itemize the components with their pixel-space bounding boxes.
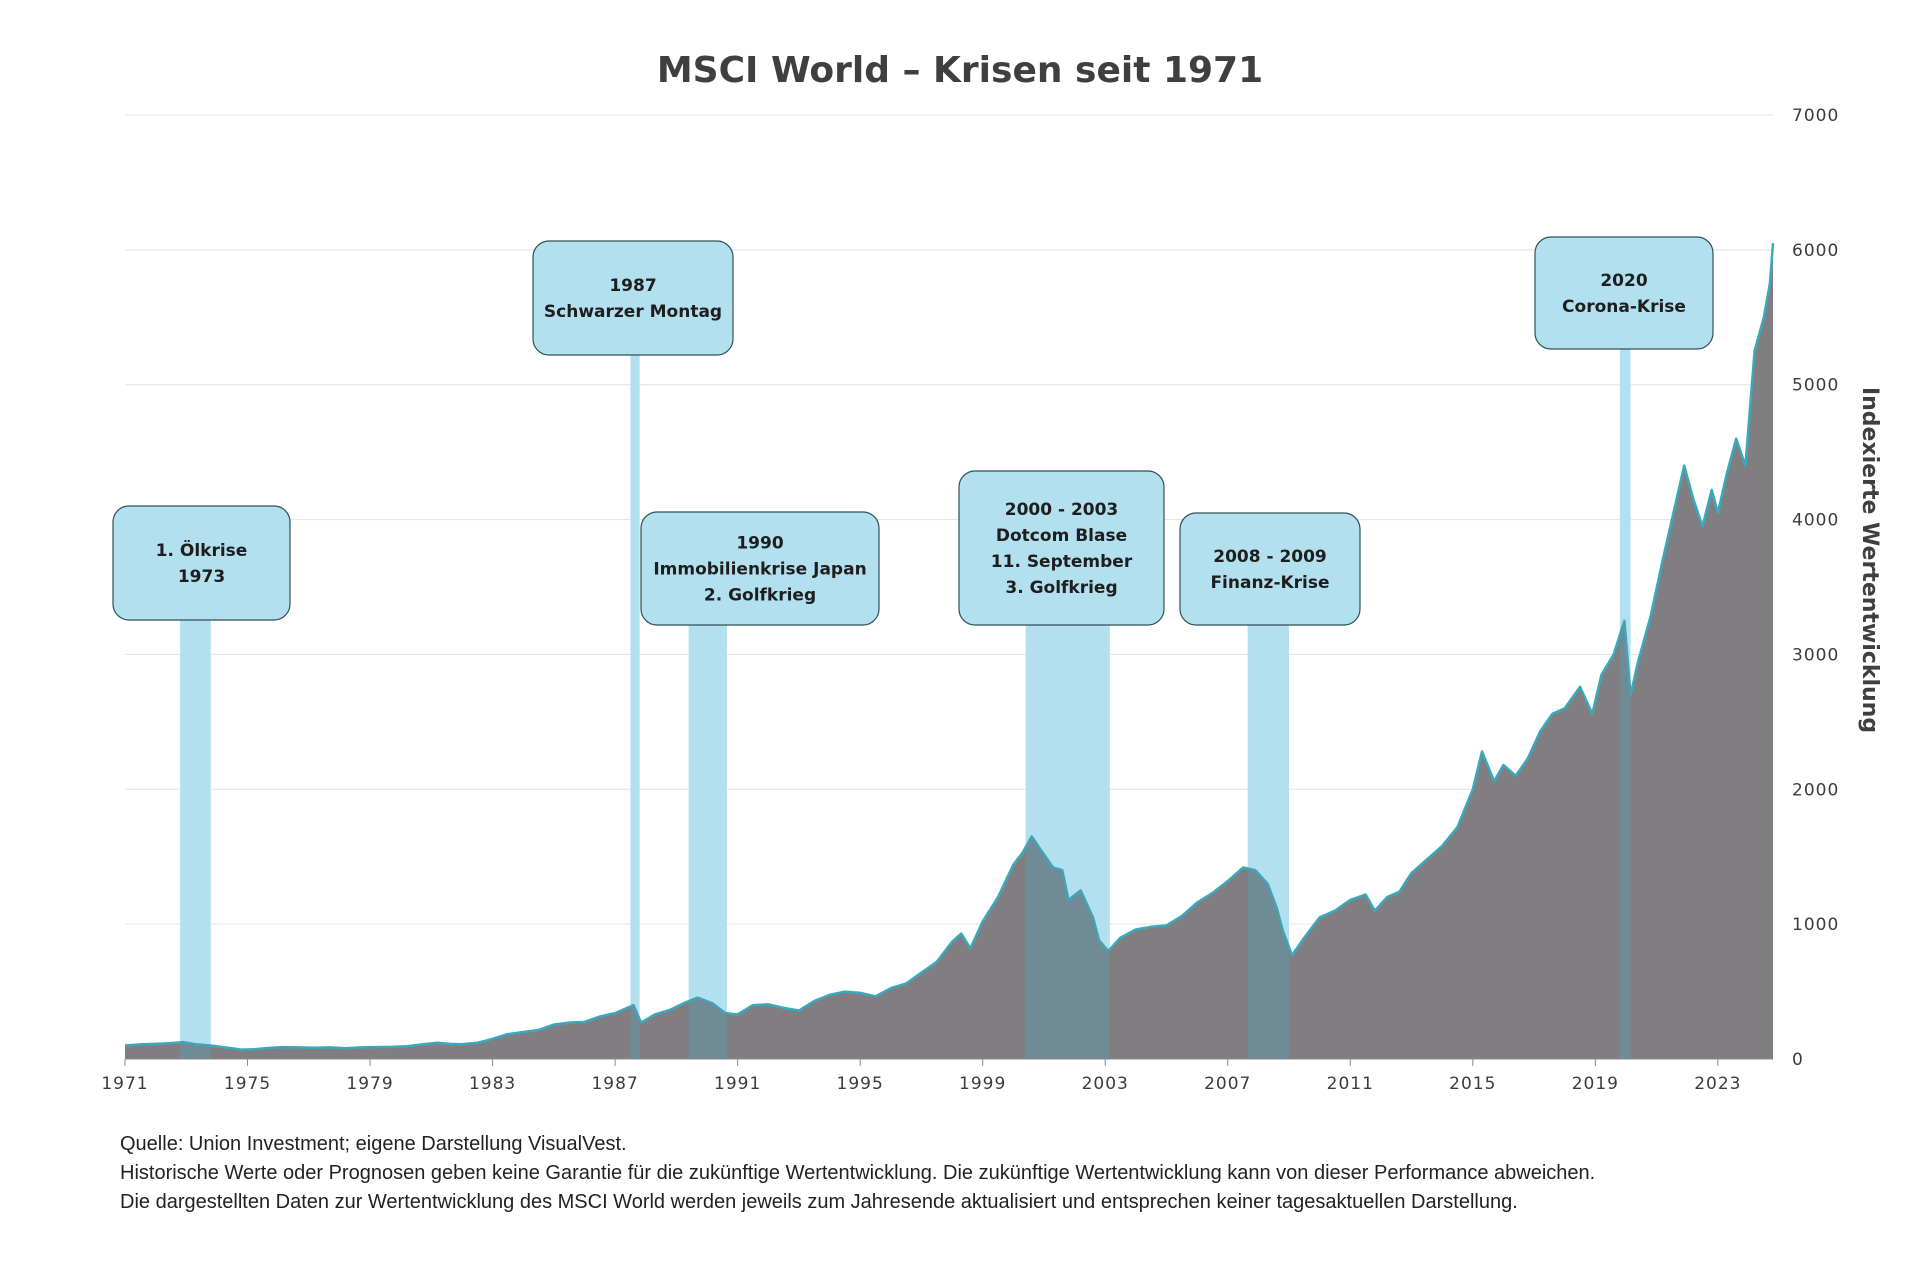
disclaimer-performance: Historische Werte oder Prognosen geben k… bbox=[120, 1162, 1596, 1184]
crisis-box-3 bbox=[640, 511, 880, 626]
crisis-box-6 bbox=[1534, 236, 1714, 350]
crisis-band-1 bbox=[180, 620, 211, 1057]
axis-layer: 0 1000 2000 3000 4000 5000 6000 7000 1971 1975 197… bbox=[101, 106, 1839, 1094]
x-tick-label-1991: 1991 bbox=[714, 1074, 761, 1094]
crisis-box-4 bbox=[958, 470, 1165, 626]
chart-title: MSCI World – Krisen seit 1971 bbox=[656, 50, 1264, 91]
x-tick-label-2023: 2023 bbox=[1694, 1074, 1741, 1094]
crisis-label-3-line-2: Immobilienkrise Japan bbox=[653, 560, 866, 580]
x-tick-label-2007: 2007 bbox=[1204, 1074, 1251, 1094]
y-tick-label-2000: 2000 bbox=[1792, 780, 1839, 800]
y-tick-label-4000: 4000 bbox=[1792, 511, 1839, 531]
crisis-label-1-line-1: 1. Ölkrise bbox=[156, 539, 248, 561]
crisis-label-6-line-2: Corona-Krise bbox=[1562, 297, 1686, 317]
crisis-band-3 bbox=[688, 625, 727, 1057]
disclaimer-data-update: Die dargestellten Daten zur Wertentwickl… bbox=[120, 1191, 1518, 1213]
y-tick-label-3000: 3000 bbox=[1792, 645, 1839, 665]
crisis-label-3-line-3: 2. Golfkrieg bbox=[704, 586, 816, 606]
crisis-overlap-6 bbox=[1619, 243, 1631, 1059]
x-tick-label-2019: 2019 bbox=[1572, 1074, 1619, 1094]
y-tick-label-6000: 6000 bbox=[1792, 241, 1839, 261]
crisis-label-4-line-4: 3. Golfkrieg bbox=[1005, 578, 1117, 598]
y-axis-label: Indexierte Wertentwicklung bbox=[1857, 387, 1882, 733]
crisis-box-2 bbox=[532, 240, 734, 356]
crisis-label-4-line-2: Dotcom Blase bbox=[996, 526, 1127, 546]
x-tick-label-1983: 1983 bbox=[469, 1074, 516, 1094]
y-tick-label-7000: 7000 bbox=[1792, 106, 1839, 126]
x-tick-label-1995: 1995 bbox=[837, 1074, 884, 1094]
crisis-label-5-line-1: 2008 - 2009 bbox=[1213, 547, 1327, 567]
x-tick-label-2003: 2003 bbox=[1082, 1074, 1129, 1094]
crisis-label-1-line-2: 1973 bbox=[178, 567, 225, 587]
crisis-label-4-line-1: 2000 - 2003 bbox=[1005, 500, 1119, 520]
index-area bbox=[125, 243, 1773, 1060]
x-tick-label-1979: 1979 bbox=[346, 1074, 393, 1094]
crisis-label-3-line-1: 1990 bbox=[736, 534, 783, 554]
x-tick-label-2015: 2015 bbox=[1449, 1074, 1496, 1094]
chart-footer: Quelle: Union Investment; eigene Darstel… bbox=[120, 1130, 1880, 1217]
y-tick-label-0: 0 bbox=[1792, 1050, 1804, 1070]
crisis-box-5 bbox=[1179, 512, 1361, 626]
y-tick-label-5000: 5000 bbox=[1792, 376, 1839, 396]
area-layer bbox=[124, 243, 1775, 1060]
x-tick-label-1987: 1987 bbox=[591, 1074, 638, 1094]
crisis-band-2 bbox=[630, 355, 640, 1057]
x-tick-label-1971: 1971 bbox=[101, 1074, 148, 1094]
crisis-label-5-line-2: Finanz-Krise bbox=[1210, 573, 1329, 593]
crisis-label-4-line-3: 11. September bbox=[991, 552, 1133, 572]
crisis-label-2-line-2: Schwarzer Montag bbox=[544, 302, 722, 322]
crisis-label-2-line-1: 1987 bbox=[609, 276, 656, 296]
crisis-label-6-line-1: 2020 bbox=[1600, 271, 1647, 291]
msci-world-chart: 0 1000 2000 3000 4000 5000 6000 7000 1971 1975 197… bbox=[101, 106, 1882, 1094]
crisis-box-1 bbox=[112, 505, 291, 621]
x-tick-label-1975: 1975 bbox=[224, 1074, 271, 1094]
source-note: Quelle: Union Investment; eigene Darstel… bbox=[120, 1133, 627, 1155]
x-tick-label-2011: 2011 bbox=[1327, 1074, 1374, 1094]
x-tick-label-1999: 1999 bbox=[959, 1074, 1006, 1094]
crisis-box-layer: 1. Ölkrise 1973 1987 Schwarzer Montag 1990 Im… bbox=[112, 236, 1714, 626]
y-tick-label-1000: 1000 bbox=[1792, 915, 1839, 935]
